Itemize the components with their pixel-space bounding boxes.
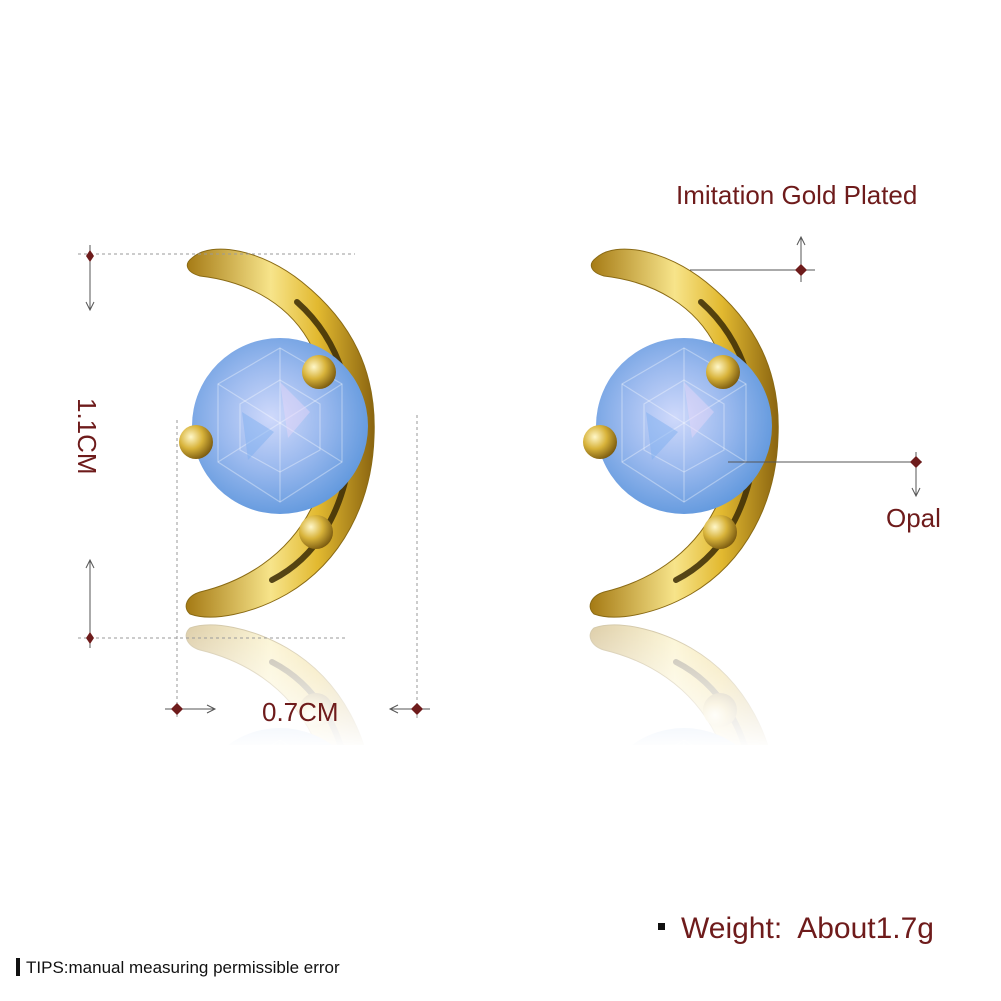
diamond-marker-icon — [86, 250, 94, 262]
earring-left — [179, 249, 374, 617]
material-label: Imitation Gold Plated — [676, 180, 918, 210]
diamond-marker-icon — [86, 632, 94, 644]
width-label: 0.7CM — [262, 697, 339, 727]
tips-text: TIPS:manual measuring permissible error — [26, 958, 340, 977]
diamond-marker-icon — [411, 703, 423, 715]
material-callout — [690, 235, 815, 282]
tips-note: TIPS:manual measuring permissible error — [16, 958, 340, 978]
weight-label: Weight: — [681, 912, 783, 945]
bullet-square-icon — [658, 923, 665, 930]
tips-bar — [16, 958, 20, 976]
stone-label: Opal — [886, 503, 941, 533]
weight-value: About1.7g — [797, 912, 934, 945]
diamond-marker-icon — [910, 456, 922, 468]
diamond-marker-icon — [171, 703, 183, 715]
earring-right — [583, 249, 778, 617]
diamond-marker-icon — [795, 264, 807, 276]
weight-info: Weight: About1.7g — [658, 912, 934, 946]
height-label: 1.1CM — [72, 398, 102, 475]
width-dimension — [165, 415, 430, 720]
